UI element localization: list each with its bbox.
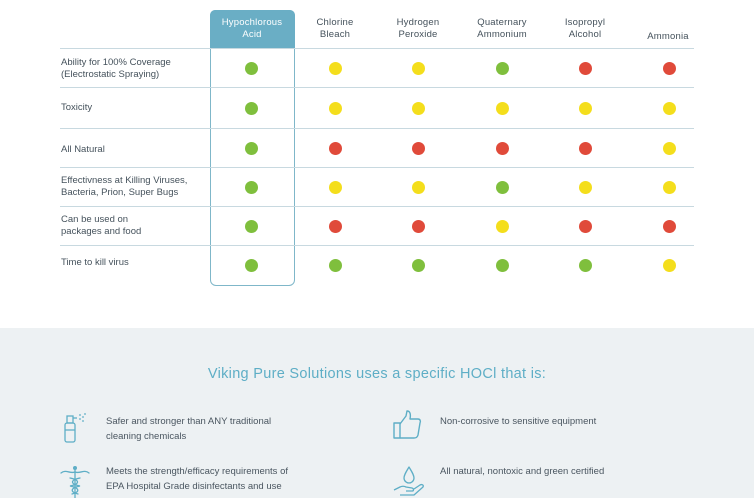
row-divider [60,87,694,88]
row-label-toxicity: Toxicity [61,102,93,113]
rating-dot-yellow-row3-ammonia [662,141,676,155]
rating-dot-red-row3-hydrogen-peroxide [411,141,425,155]
column-header-hypochlorous-acid: Hypochlorous Acid [221,17,283,40]
row-divider [60,48,694,49]
row-label-packages-food: Can be used on packages and food [61,214,142,237]
rating-dot-yellow-row4-hydrogen-peroxide [411,180,425,194]
benefit-epa-hospital-grade: Meets the strength/efficacy requirements… [106,466,288,492]
rating-dot-yellow-row2-hydrogen-peroxide [411,101,425,115]
rating-dot-red-row5-chlorine-bleach [328,219,342,233]
rating-dot-yellow-row2-chlorine-bleach [328,101,342,115]
rating-dot-green-row3-hypochlorous-acid [244,141,258,155]
benefits-section: Viking Pure Solutions uses a specific HO… [0,328,754,498]
row-divider [60,167,694,168]
rating-dot-green-row6-hypochlorous-acid [244,258,258,272]
rating-dot-yellow-row1-chlorine-bleach [328,61,342,75]
row-divider [60,245,694,246]
rating-dot-yellow-row4-isopropyl-alcohol [578,180,592,194]
column-header-ammonia: Ammonia [647,31,689,42]
rating-dot-yellow-row4-ammonia [662,180,676,194]
rating-dot-red-row3-chlorine-bleach [328,141,342,155]
rating-dot-yellow-row4-chlorine-bleach [328,180,342,194]
rating-dot-green-row1-quaternary-ammonium [495,61,509,75]
rating-dot-green-row2-hypochlorous-acid [244,101,258,115]
thumbs-up-icon [393,410,422,439]
rating-dot-red-row3-quaternary-ammonium [495,141,509,155]
rating-dot-yellow-row6-ammonia [662,258,676,272]
rating-dot-red-row3-isopropyl-alcohol [578,141,592,155]
rating-dot-green-row4-quaternary-ammonium [495,180,509,194]
row-label-time-to-kill: Time to kill virus [61,257,129,268]
rating-dot-green-row6-hydrogen-peroxide [411,258,425,272]
rating-dot-red-row1-isopropyl-alcohol [578,61,592,75]
rating-dot-green-row4-hypochlorous-acid [244,180,258,194]
benefit-all-natural-green: All natural, nontoxic and green certifie… [440,466,605,477]
row-label-effectiveness: Effectivness at Killing Viruses, Bacteri… [61,175,188,198]
rating-dot-yellow-row2-ammonia [662,101,676,115]
rating-dot-yellow-row2-isopropyl-alcohol [578,101,592,115]
benefit-non-corrosive: Non-corrosive to sensitive equipment [440,416,597,427]
rating-dot-green-row6-isopropyl-alcohol [578,258,592,272]
column-header-hydrogen-peroxide: Hydrogen Peroxide [396,17,440,40]
rating-dot-yellow-row2-quaternary-ammonium [495,101,509,115]
rating-dot-yellow-row5-quaternary-ammonium [495,219,509,233]
rating-dot-red-row1-ammonia [662,61,676,75]
rating-dot-red-row5-hydrogen-peroxide [411,219,425,233]
rating-dot-red-row5-ammonia [662,219,676,233]
row-divider [60,128,694,129]
water-drop-hand-icon [393,466,424,496]
caduceus-icon [60,466,90,498]
comparison-table: Hypochlorous Acid Chlorine Bleach Hydrog… [60,10,694,286]
column-header-isopropyl-alcohol: Isopropyl Alcohol [564,17,606,40]
highlighted-column-header-bg [210,10,295,48]
benefits-title: Viking Pure Solutions uses a specific HO… [207,366,547,382]
rating-dot-green-row5-hypochlorous-acid [244,219,258,233]
column-header-chlorine-bleach: Chlorine Bleach [316,17,354,40]
row-divider [60,206,694,207]
benefit-safer-stronger: Safer and stronger than ANY traditional … [106,416,272,442]
rating-dot-green-row6-chlorine-bleach [328,258,342,272]
row-label-all-natural: All Natural [61,144,105,155]
rating-dot-yellow-row1-hydrogen-peroxide [411,61,425,75]
rating-dot-green-row6-quaternary-ammonium [495,258,509,272]
rating-dot-red-row5-isopropyl-alcohol [578,219,592,233]
rating-dot-green-row1-hypochlorous-acid [244,61,258,75]
column-header-quaternary-ammonium: Quaternary Ammonium [477,17,527,40]
spray-bottle-icon [64,413,86,443]
row-label-coverage: Ability for 100% Coverage (Electrostatic… [61,57,171,80]
